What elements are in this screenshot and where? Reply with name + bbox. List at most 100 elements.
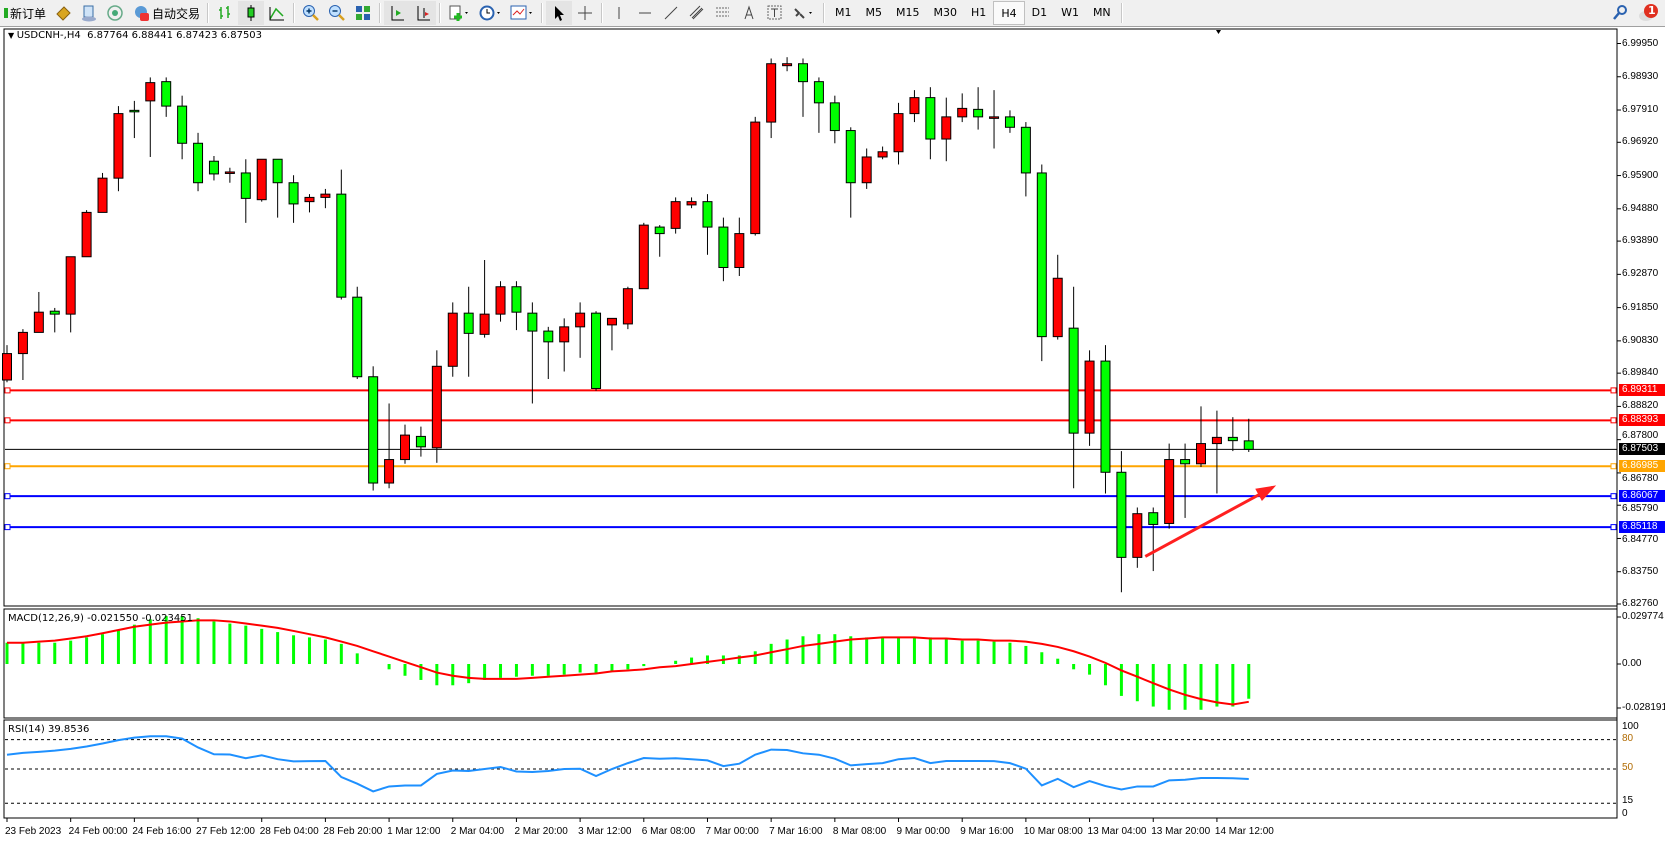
data-window-button[interactable] bbox=[76, 1, 102, 25]
chart-canvas[interactable] bbox=[0, 27, 1665, 841]
navigator-button[interactable] bbox=[102, 1, 128, 25]
rsi-tick-label: 15 bbox=[1622, 795, 1634, 806]
bear-candle bbox=[702, 201, 713, 228]
candlestick-button[interactable] bbox=[238, 1, 265, 25]
tile-windows-button[interactable] bbox=[350, 1, 376, 25]
bull-candle bbox=[495, 286, 506, 315]
periods-button[interactable] bbox=[474, 1, 506, 25]
time-label: 24 Feb 00:00 bbox=[68, 826, 128, 837]
auto-scroll-button[interactable] bbox=[384, 1, 411, 25]
zoom-out-icon bbox=[329, 5, 345, 21]
line-anchor-handle bbox=[4, 463, 11, 470]
bear-candle bbox=[288, 182, 299, 205]
bear-candle bbox=[272, 158, 283, 184]
bull-candle bbox=[256, 158, 267, 201]
bear-candle bbox=[49, 310, 60, 315]
chart-shift-button[interactable] bbox=[410, 1, 437, 25]
line-anchor-handle bbox=[1610, 417, 1617, 424]
price-line-tag: 6.89311 bbox=[1619, 384, 1665, 397]
data-window-icon bbox=[82, 5, 97, 22]
timeframe-mn[interactable]: MN bbox=[1092, 5, 1111, 19]
bear-candle bbox=[845, 130, 856, 184]
channel-icon bbox=[689, 5, 704, 20]
notifications-button[interactable]: 1 bbox=[1633, 1, 1665, 25]
search-button[interactable] bbox=[1607, 1, 1633, 25]
collapse-triangle-icon[interactable]: ▼ bbox=[8, 31, 17, 40]
price-tick-label: 6.85790 bbox=[1622, 503, 1659, 515]
new-order-button[interactable]: 新订单 bbox=[0, 1, 50, 25]
horizontal-line-button[interactable] bbox=[632, 1, 658, 25]
price-line-tag: 6.87503 bbox=[1619, 443, 1665, 456]
price-tick-label: 6.91850 bbox=[1622, 301, 1659, 313]
price-tick-label: 6.89840 bbox=[1622, 367, 1659, 379]
zoom-in-button[interactable] bbox=[298, 1, 324, 25]
trend-arrow-line bbox=[1144, 485, 1274, 558]
vertical-line-button[interactable] bbox=[606, 1, 632, 25]
timeframe-h1[interactable]: H1 bbox=[971, 5, 987, 19]
time-label: 8 Mar 08:00 bbox=[832, 826, 887, 837]
time-label: 7 Mar 16:00 bbox=[769, 826, 823, 837]
bull-candle bbox=[606, 317, 617, 326]
candlestick-icon bbox=[247, 5, 255, 21]
timeframe-d1[interactable]: D1 bbox=[1031, 5, 1048, 19]
text-label-button[interactable] bbox=[762, 1, 788, 25]
time-label: 6 Mar 08:00 bbox=[641, 826, 696, 837]
bull-candle bbox=[782, 63, 793, 67]
line-chart-button[interactable] bbox=[264, 1, 290, 25]
bull-candle bbox=[447, 312, 458, 367]
line-anchor-handle bbox=[1610, 463, 1617, 470]
templates-button[interactable] bbox=[506, 1, 538, 25]
main-pane bbox=[3, 28, 1618, 607]
line-anchor-handle bbox=[1610, 524, 1617, 531]
arrows-button[interactable] bbox=[788, 1, 820, 25]
bull-candle bbox=[145, 82, 156, 102]
bear-candle bbox=[415, 435, 426, 448]
time-label: 13 Mar 20:00 bbox=[1151, 826, 1211, 837]
indicators-button[interactable] bbox=[444, 1, 474, 25]
fibonacci-button[interactable] bbox=[710, 1, 736, 25]
bull-candle bbox=[909, 97, 920, 115]
trendline-button[interactable] bbox=[658, 1, 684, 25]
bull-candle bbox=[766, 63, 777, 123]
separator bbox=[541, 3, 544, 23]
tile-windows-icon bbox=[356, 6, 371, 20]
bear-candle bbox=[1036, 172, 1047, 338]
timeframe-m30[interactable]: M30 bbox=[933, 5, 958, 19]
timeframe-h4[interactable]: H4 bbox=[993, 1, 1025, 25]
cursor-button[interactable] bbox=[546, 1, 573, 25]
bull-candle bbox=[1084, 360, 1095, 434]
rsi-tick-label: 100 bbox=[1622, 721, 1639, 732]
market-watch-button[interactable] bbox=[50, 1, 76, 25]
timeframe-m1[interactable]: M1 bbox=[835, 5, 852, 19]
macd-tick-label: -0.028191 bbox=[1622, 702, 1665, 713]
bear-candle bbox=[129, 109, 140, 113]
macd-tick-label: 0.00 bbox=[1622, 658, 1642, 669]
bull-candle bbox=[384, 459, 395, 484]
price-tick-label: 6.99950 bbox=[1622, 37, 1659, 49]
time-label: 14 Mar 12:00 bbox=[1214, 826, 1274, 837]
bull-candle bbox=[670, 201, 681, 229]
text-button[interactable] bbox=[736, 1, 762, 25]
auto-trading-button[interactable]: 自动交易 bbox=[128, 1, 204, 25]
macd-signal-line bbox=[7, 619, 1249, 706]
timeframe-m5[interactable]: M5 bbox=[865, 5, 883, 19]
bar-chart-button[interactable] bbox=[212, 1, 238, 25]
bear-candle bbox=[527, 312, 538, 332]
time-label: 23 Feb 2023 bbox=[5, 826, 62, 837]
line-anchor-handle bbox=[4, 417, 11, 424]
timeframe-w1[interactable]: W1 bbox=[1061, 5, 1079, 19]
bear-candle bbox=[1020, 126, 1031, 174]
bear-candle bbox=[240, 172, 251, 199]
crosshair-button[interactable] bbox=[572, 1, 598, 25]
bull-candle bbox=[1164, 459, 1175, 524]
channel-button[interactable] bbox=[684, 1, 710, 25]
zoom-out-button[interactable] bbox=[324, 1, 350, 25]
bear-candle bbox=[798, 63, 808, 83]
timeframe-m15[interactable]: M15 bbox=[896, 5, 920, 19]
bear-candle bbox=[1100, 360, 1111, 473]
time-label: 28 Feb 04:00 bbox=[259, 826, 319, 837]
chart-shift-icon bbox=[417, 6, 431, 21]
time-label: 28 Feb 20:00 bbox=[323, 826, 383, 837]
price-tick-label: 6.83750 bbox=[1622, 565, 1659, 577]
text-label-icon bbox=[767, 5, 782, 20]
